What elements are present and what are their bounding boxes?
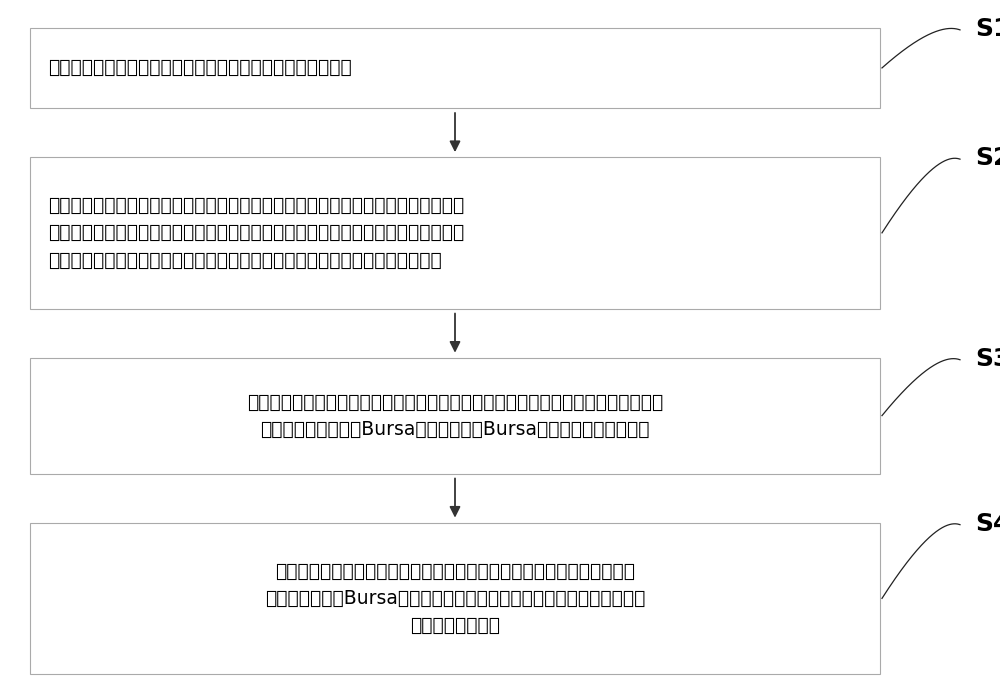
Text: S2: S2	[975, 147, 1000, 170]
Bar	[30, 358, 880, 473]
Text: S1: S1	[975, 17, 1000, 41]
Text: S4: S4	[975, 512, 1000, 536]
Bar	[30, 157, 880, 309]
Text: S3: S3	[975, 347, 1000, 371]
Text: 根据所述坐标转换参数和各个所述测控定位装置的测控坐标构建各个所述
测控定位装置的Bursa模型，计算各个所述测控定位装置在管节坐标系中
的标定坐标并输出: 根据所述坐标转换参数和各个所述测控定位装置的测控坐标构建各个所述 测控定位装置的…	[265, 562, 645, 635]
Bar	[30, 28, 880, 108]
Text: 根据各个所述参照定位装置的第一坐标和各个所述参照定位装置的第二坐标构建各个
所述参照定位装置的Bursa模型，并计算Bursa模型中的坐标转换参数: 根据各个所述参照定位装置的第一坐标和各个所述参照定位装置的第二坐标构建各个 所述…	[247, 393, 663, 439]
Text: 在管节上安装至少四个参照定位装置和至少一个测控定位装置: 在管节上安装至少四个参照定位装置和至少一个测控定位装置	[48, 58, 352, 77]
Text: 获取各个所述参照定位装置在管节坐标系下的坐标作为各个所述参照定位装置的第一
坐标；各个所述参照定位装置上报的实际坐标作为各个所述参照定位装置的第二坐标
；各个所: 获取各个所述参照定位装置在管节坐标系下的坐标作为各个所述参照定位装置的第一 坐标…	[48, 196, 464, 270]
Bar	[30, 523, 880, 674]
